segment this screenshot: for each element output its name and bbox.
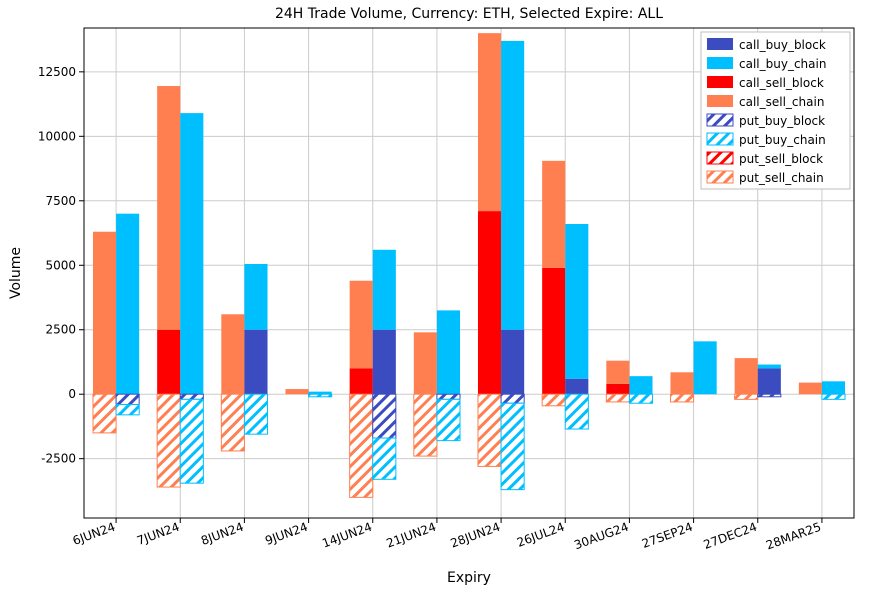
bar-call_sell_chain <box>414 332 437 394</box>
legend-label: put_buy_block <box>739 114 825 128</box>
xtick-label: 26JUL24 <box>515 520 566 550</box>
legend-label: put_sell_chain <box>739 171 824 185</box>
bar-put_buy_chain <box>244 394 267 434</box>
bar-call_buy_chain <box>373 250 396 330</box>
legend-swatch <box>707 95 733 107</box>
bar-put_buy_chain <box>373 438 396 479</box>
bar-call_buy_chain <box>501 41 524 330</box>
xtick-label: 28MAR25 <box>764 520 823 553</box>
bar-call_buy_block <box>501 330 524 394</box>
ytick-label: 10000 <box>38 129 76 143</box>
legend-label: put_sell_block <box>739 152 823 166</box>
legend-label: call_buy_block <box>739 38 826 52</box>
bar-call_sell_block <box>350 368 373 394</box>
legend-swatch <box>707 152 733 164</box>
bar-call_buy_block <box>244 330 267 394</box>
bar-put_sell_chain <box>221 394 244 451</box>
xtick-label: 9JUN24 <box>263 520 309 548</box>
bar-put_buy_chain <box>565 394 588 429</box>
bar-call_buy_chain <box>244 264 267 330</box>
bar-call_sell_chain <box>606 361 629 384</box>
legend-label: call_buy_chain <box>739 57 826 71</box>
bar-put_buy_chain <box>309 394 332 397</box>
bar-call_buy_chain <box>694 341 717 394</box>
bar-call_sell_chain <box>478 33 501 211</box>
xtick-label: 27DEC24 <box>702 520 759 552</box>
bar-call_sell_chain <box>542 161 565 268</box>
bar-put_sell_chain <box>735 394 758 399</box>
bar-call_sell_chain <box>93 232 116 394</box>
x-axis-label: Expiry <box>447 570 491 586</box>
xtick-label: 27SEP24 <box>640 520 695 551</box>
legend-swatch <box>707 171 733 183</box>
bar-call_sell_block <box>542 268 565 394</box>
xtick-label: 21JUN24 <box>384 520 438 551</box>
xtick-label: 30AUG24 <box>572 520 630 553</box>
bar-call_sell_block <box>478 211 501 394</box>
ytick-label: 0 <box>68 387 76 401</box>
bar-put_buy_chain <box>437 399 460 440</box>
ytick-label: 5000 <box>45 258 76 272</box>
xtick-label: 8JUN24 <box>199 520 245 548</box>
ytick-label: 2500 <box>45 323 76 337</box>
bar-put_sell_chain <box>157 394 180 487</box>
bar-call_buy_chain <box>822 381 845 394</box>
bar-put_buy_block <box>437 394 460 399</box>
bar-call_sell_chain <box>799 383 822 395</box>
bar-call_buy_chain <box>565 224 588 379</box>
legend-label: put_buy_chain <box>739 133 826 147</box>
bar-call_sell_block <box>606 384 629 394</box>
bar-call_sell_chain <box>157 86 180 330</box>
bar-call_buy_chain <box>180 113 203 394</box>
bar-call_buy_block <box>758 368 781 394</box>
bar-call_buy_chain <box>116 214 139 395</box>
bar-put_buy_block <box>373 394 396 438</box>
y-axis-label: Volume <box>8 247 24 299</box>
bar-put_buy_block <box>180 394 203 399</box>
xtick-label: 28JUN24 <box>449 520 503 551</box>
bar-call_buy_chain <box>629 376 652 394</box>
xtick-label: 14JUN24 <box>320 520 374 551</box>
chart-container: -2500 0 2500 5000 7500 10000 12500 6JUN24 7JUN24… <box>0 0 882 596</box>
bar-put_sell_chain <box>606 394 629 402</box>
bar-put_sell_chain <box>542 394 565 406</box>
bar-call_buy_chain <box>758 365 781 369</box>
bar-put_buy_chain <box>180 399 203 483</box>
legend-label: call_sell_chain <box>739 95 824 109</box>
bar-put_sell_chain <box>670 394 693 402</box>
ytick-label: 7500 <box>45 194 76 208</box>
ytick-label: 12500 <box>38 65 76 79</box>
ytick-label: -2500 <box>41 452 76 466</box>
bar-call_buy_block <box>565 379 588 394</box>
xtick-label: 6JUN24 <box>71 520 117 548</box>
bar-call_sell_chain <box>221 314 244 394</box>
bar-call_sell_chain <box>670 372 693 394</box>
bar-call_sell_block <box>157 330 180 394</box>
chart-svg: -2500 0 2500 5000 7500 10000 12500 6JUN24 7JUN24… <box>0 0 882 596</box>
bar-put_sell_chain <box>350 394 373 497</box>
bar-put_sell_chain <box>93 394 116 433</box>
bar-call_sell_chain <box>285 389 308 394</box>
bar-call_sell_chain <box>735 358 758 394</box>
bar-put_buy_block <box>758 394 781 397</box>
bar-put_buy_chain <box>822 394 845 399</box>
legend-swatch <box>707 76 733 88</box>
bar-call_buy_block <box>373 330 396 394</box>
bar-put_buy_chain <box>116 405 139 415</box>
legend-swatch <box>707 133 733 145</box>
xtick-label: 7JUN24 <box>135 520 181 548</box>
bar-put_sell_chain <box>478 394 501 466</box>
legend-label: call_sell_block <box>739 76 824 90</box>
bar-call_buy_chain <box>437 310 460 394</box>
bar-put_buy_chain <box>629 394 652 403</box>
bar-put_buy_block <box>501 394 524 403</box>
bar-put_sell_chain <box>414 394 437 456</box>
legend-swatch <box>707 114 733 126</box>
legend-swatch <box>707 57 733 69</box>
bar-put_buy_block <box>116 394 139 404</box>
legend-swatch <box>707 38 733 50</box>
chart-title: 24H Trade Volume, Currency: ETH, Selecte… <box>275 6 663 22</box>
bar-call_sell_chain <box>350 281 373 369</box>
bar-put_buy_chain <box>501 403 524 489</box>
